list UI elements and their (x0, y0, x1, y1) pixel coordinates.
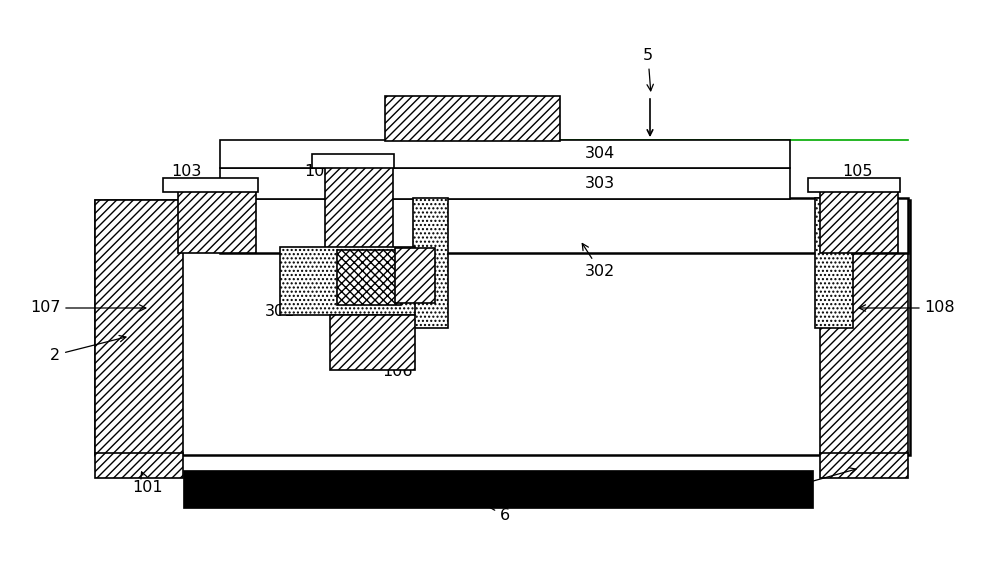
Bar (337, 250, 401, 305)
Bar (330, 315, 415, 370)
Text: 2: 2 (50, 336, 126, 362)
Text: 5: 5 (643, 49, 653, 91)
Text: 6: 6 (454, 487, 510, 524)
Bar (385, 96, 560, 141)
Text: 101: 101 (133, 472, 163, 495)
Bar (312, 154, 394, 168)
Text: 303: 303 (585, 177, 615, 191)
Bar (395, 248, 435, 303)
Bar (325, 167, 393, 253)
Bar (183, 470, 813, 508)
Bar (163, 178, 258, 192)
Text: 302: 302 (582, 243, 615, 278)
Bar (413, 198, 448, 328)
Bar (280, 247, 415, 315)
Text: 106: 106 (372, 329, 413, 379)
Text: 103: 103 (171, 164, 212, 197)
Bar (95, 200, 183, 455)
Bar (815, 198, 853, 328)
Bar (220, 168, 790, 199)
Text: 102: 102 (773, 468, 856, 495)
Text: 105: 105 (843, 164, 873, 196)
Bar (178, 190, 256, 253)
Text: 304: 304 (585, 145, 615, 161)
Text: 107: 107 (30, 301, 146, 315)
Bar (95, 453, 183, 478)
Bar (220, 198, 908, 253)
Bar (220, 140, 790, 168)
Bar (808, 178, 900, 192)
Text: 104: 104 (305, 165, 351, 185)
Bar (95, 200, 910, 455)
Bar (820, 200, 908, 455)
Bar (820, 453, 908, 478)
Text: 108: 108 (859, 301, 955, 315)
Bar (820, 190, 898, 253)
Text: 4: 4 (368, 271, 425, 314)
Text: 301: 301 (265, 284, 307, 319)
